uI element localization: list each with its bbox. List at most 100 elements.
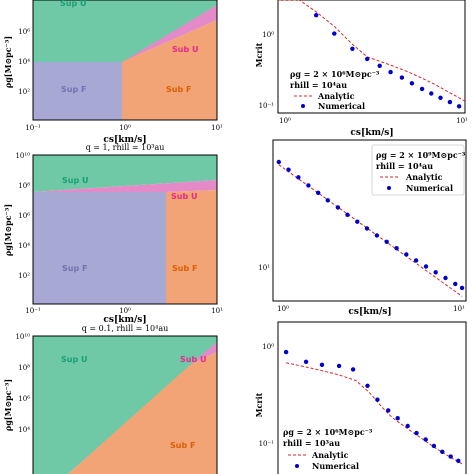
y-axis-label: ρg[M⊙pc⁻³]	[3, 379, 13, 431]
label-sub-u: Sub U	[180, 355, 206, 364]
data-point	[350, 367, 356, 372]
legend-analytic: Analytic	[405, 172, 443, 182]
ytick-2: 10⁸	[18, 364, 30, 372]
ytick-1: 10¹⁰	[15, 152, 30, 160]
xtick-2: 10¹	[453, 305, 465, 313]
data-point	[365, 383, 370, 388]
series-line-analytic	[285, 362, 463, 465]
x-axis-label: cs[km/s]	[103, 135, 146, 145]
ytick-3: 10⁶	[18, 212, 30, 220]
region-sup-u	[33, 155, 217, 192]
data-point	[423, 437, 428, 442]
panel-title: q = 0.1, rhill = 10⁴au	[82, 324, 168, 333]
left-panel-1: Sup U Sub U Sup F Sub F 10⁶ 10⁴ 10² 10⁻¹…	[3, 0, 223, 145]
data-point	[433, 270, 438, 275]
ytick-1: 10⁰	[262, 343, 274, 351]
legend-title-1: ρg = 2 × 10⁶M⊙pc⁻³	[290, 69, 380, 79]
data-point	[286, 167, 291, 172]
data-point	[419, 86, 425, 92]
xtick-1: 10⁻¹	[25, 124, 41, 132]
data-point	[399, 75, 405, 80]
legend-title-2: rhill = 10⁴au	[376, 161, 433, 171]
data-point	[440, 449, 445, 454]
y-axis-label: Mcrit	[254, 42, 264, 67]
legend: ρg = 2 × 10⁶M⊙pc⁻³ rhill = 10⁴au Analyti…	[290, 69, 380, 111]
left-panel-2: q = 1, rhill = 10³au Sup U Sub U Sup F S…	[3, 143, 223, 325]
data-point	[325, 198, 330, 203]
x-axis-label: cs[km/s]	[350, 128, 393, 138]
data-point	[377, 63, 382, 68]
region-sup-u	[33, 336, 217, 474]
data-point	[314, 13, 319, 18]
xtick-3: 10¹	[211, 124, 223, 132]
data-point	[316, 190, 321, 195]
data-point	[456, 104, 462, 109]
data-point	[459, 285, 465, 291]
label-sub-f: Sub F	[172, 264, 197, 273]
legend: ρg = 2 × 10⁹M⊙pc⁻³ rhill = 10⁴au Analyti…	[371, 144, 466, 196]
data-point	[404, 252, 409, 257]
legend-title-2: rhill = 10³au	[283, 438, 340, 448]
series-line-analytic	[278, 0, 466, 102]
region-sub-f	[68, 352, 217, 474]
ytick-4: 10⁴	[18, 426, 30, 434]
x-axis-label: cs[km/s]	[103, 315, 146, 325]
data-point	[453, 281, 458, 287]
ytick-5: 10²	[18, 272, 30, 280]
label-sup-u: Sup U	[60, 0, 86, 8]
data-point	[345, 212, 350, 217]
ytick-3: 10⁶	[18, 395, 30, 403]
right-panel-1: 10⁰ 10⁻¹ 10⁰ 10¹ cs[km/s] Mcrit ρg = 2 ×…	[254, 0, 468, 138]
data-point	[332, 31, 337, 36]
data-point	[409, 81, 415, 86]
data-point	[456, 458, 461, 463]
data-point	[303, 359, 309, 364]
data-point	[386, 408, 391, 413]
label-sup-f: Sup F	[61, 85, 86, 94]
legend-numerical: Numerical	[318, 101, 365, 111]
data-point	[375, 397, 380, 402]
ytick-4: 10⁴	[18, 242, 30, 250]
ytick-2: 10⁴	[18, 58, 30, 66]
label-sup-u: Sup U	[61, 355, 87, 364]
region-sup-f	[33, 62, 122, 120]
series-points-numerical	[276, 159, 465, 291]
ytick-1: 10⁶	[18, 28, 30, 36]
data-point	[431, 443, 437, 449]
left-panel-3: q = 0.1, rhill = 10⁴au Sup U Sub U Sub F…	[3, 324, 218, 474]
ytick-1: 10¹⁰	[15, 333, 30, 341]
data-point	[355, 219, 360, 224]
data-point	[395, 416, 400, 421]
label-sub-u: Sub U	[172, 45, 198, 54]
data-point	[413, 258, 419, 263]
data-point	[394, 246, 399, 251]
ytick-3: 10²	[18, 88, 30, 96]
right-panel-2: 10¹ 10⁰ 10¹ cs[km/s] ρg = 2 × 10⁹M⊙pc⁻³ …	[258, 139, 467, 317]
ytick-1: 10¹	[258, 264, 270, 272]
ytick-2: 10⁻¹	[259, 102, 275, 110]
data-point	[443, 275, 448, 281]
y-axis-label: Mcrit	[254, 392, 264, 417]
label-sub-f: Sub F	[166, 85, 191, 94]
data-point	[384, 239, 389, 244]
data-point	[335, 205, 341, 210]
legend-title-1: ρg = 2 × 10⁹M⊙pc⁻³	[376, 150, 466, 160]
legend-numerical: Numerical	[406, 183, 453, 193]
region-sub-u	[190, 342, 217, 365]
data-point	[423, 264, 429, 269]
xtick-2: 10⁰	[119, 124, 131, 132]
data-point	[405, 423, 410, 429]
label-sub-u: Sub U	[171, 192, 197, 201]
data-point	[448, 454, 453, 459]
data-point	[276, 159, 281, 165]
legend-analytic: Analytic	[311, 450, 349, 460]
legend: ρg = 2 × 10⁶M⊙pc⁻³ rhill = 10³au Analyti…	[283, 427, 373, 471]
label-sub-f: Sub F	[170, 441, 195, 450]
data-point	[429, 91, 434, 96]
y-axis-label: ρg[M⊙pc⁻³]	[3, 204, 13, 256]
xtick-2: 10¹	[456, 117, 468, 125]
legend-analytic: Analytic	[317, 91, 355, 101]
xtick-3: 10¹	[211, 307, 223, 315]
data-point	[388, 69, 393, 75]
